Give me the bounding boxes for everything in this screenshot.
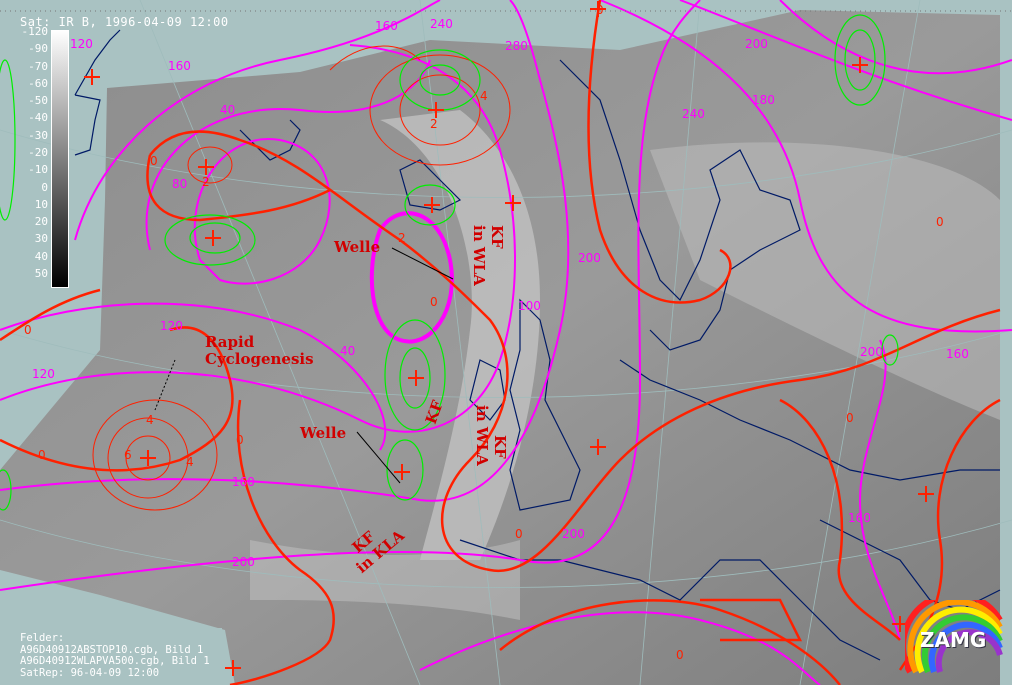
contour-label: 120	[32, 367, 55, 381]
red-contour-labels: 0 0 0 0 0 0 0 0 0 0 2 4 6 4 2 2 4	[24, 3, 944, 662]
zamg-rainbow-logo	[905, 600, 1003, 674]
temperature-scale-bar	[51, 30, 69, 288]
contour-label: 6	[124, 448, 132, 462]
contour-label: 4	[146, 413, 154, 427]
scale-tick-label: -10	[28, 163, 48, 176]
center-markers	[84, 1, 934, 676]
annotation-kf: KF	[491, 435, 509, 459]
contour-label: 160	[168, 59, 191, 73]
info-line: A96D40912WLAPVA500.cgb, Bild 1	[20, 655, 210, 667]
contour-label: 2	[202, 175, 210, 189]
magenta-contour-labels: 160 120 80 40 120 120 160 200 200 240 18…	[32, 17, 969, 569]
annotation-in-wla: in WLA	[473, 405, 491, 466]
scale-tick-label: -120	[21, 25, 49, 38]
contour-label: 280	[505, 39, 528, 53]
annotation-welle: Welle	[333, 238, 380, 256]
annotation-arrows	[154, 247, 454, 484]
scale-tick-label: 40	[34, 250, 48, 263]
scale-tick-label: -60	[28, 77, 48, 90]
contour-label: 180	[752, 93, 775, 107]
contour-label: 0	[24, 323, 32, 337]
contour-label: 0	[515, 527, 523, 541]
contour-label: 120	[70, 37, 93, 51]
contour-label: 160	[232, 475, 255, 489]
contour-label: 120	[160, 319, 183, 333]
annotation-in-wla: in WLA	[470, 225, 488, 286]
annotation-kf: KF	[488, 225, 506, 249]
contour-label: 2	[398, 231, 406, 245]
contour-label: 4	[186, 455, 194, 469]
cloud-band	[380, 110, 540, 560]
scale-tick-label: 20	[34, 215, 48, 228]
scale-tick-label: 30	[34, 232, 48, 245]
scale-tick-label: 50	[34, 267, 48, 280]
contour-label: 0	[846, 411, 854, 425]
scale-tick-label: -20	[28, 146, 48, 159]
contour-label: 0	[430, 295, 438, 309]
info-box: Felder: A96D40912ABSTOP10.cgb, Bild 1 A96D…	[8, 628, 222, 685]
contour-label: 160	[375, 19, 398, 33]
contour-label: 200	[578, 251, 601, 265]
red-thin-contours	[92, 45, 511, 511]
contour-label: 160	[946, 347, 969, 361]
zamg-logo-text: ZAMG	[920, 628, 987, 652]
contour-label: 0	[936, 215, 944, 229]
info-line: A96D40912ABSTOP10.cgb, Bild 1	[20, 643, 204, 656]
scale-tick-label: -50	[28, 94, 48, 107]
cloud-area	[250, 540, 520, 620]
annotation-kf-in-wla-1: KF in WLA	[470, 225, 506, 286]
cloud-area	[650, 142, 1000, 420]
contour-label: 200	[745, 37, 768, 51]
annotation-kf-in-wla-2: KF in WLA	[473, 405, 509, 466]
contour-label: 200	[562, 527, 585, 541]
contour-label: 160	[848, 511, 871, 525]
green-contours	[0, 14, 899, 511]
contour-label: 0	[676, 648, 684, 662]
contour-label: 240	[430, 17, 453, 31]
annotation-welle: Welle	[299, 424, 346, 442]
scale-tick-label: -30	[28, 129, 48, 142]
contour-label: 0	[150, 154, 158, 168]
scale-tick-label: -40	[28, 111, 48, 124]
contour-label: 4	[480, 89, 488, 103]
scale-tick-label: -90	[28, 42, 48, 55]
info-line: SatRep: 96-04-09 12:00	[20, 666, 160, 679]
contour-label: 100	[518, 299, 541, 313]
contour-label: 0	[38, 448, 46, 462]
contour-label: 40	[220, 103, 235, 117]
annotation-cyclogenesis: Cyclogenesis	[205, 350, 314, 368]
contour-label: 200	[232, 555, 255, 569]
contour-label: 40	[340, 344, 355, 358]
scale-tick-label: 10	[34, 198, 48, 211]
contour-label: 240	[682, 107, 705, 121]
contour-label: 200	[860, 345, 883, 359]
annotation-rapid: Rapid	[205, 333, 255, 351]
contour-label: 80	[172, 177, 187, 191]
scale-tick-label: 0	[41, 181, 48, 194]
contour-label: 0	[236, 433, 244, 447]
map-title: Sat: IR B, 1996-04-09 12:00	[20, 15, 229, 29]
info-line: Felder:	[20, 632, 65, 644]
scale-tick-label: -70	[28, 60, 48, 73]
contour-label: 2	[430, 117, 438, 131]
contour-label: 0	[596, 3, 604, 17]
